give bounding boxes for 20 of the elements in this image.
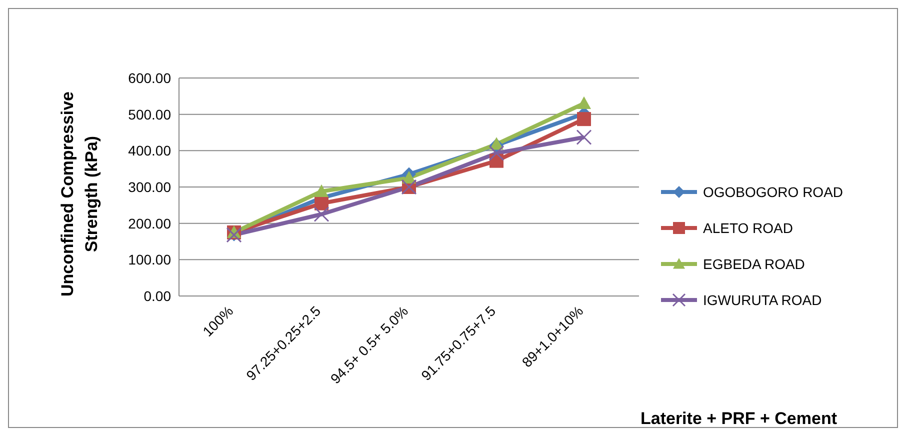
y-tick-label: 300.00 — [128, 178, 172, 195]
y-axis-title: Unconfined Compressive Strength (kPa) — [57, 90, 102, 298]
point — [314, 184, 328, 197]
legend-label: OGOBOGORO ROAD — [703, 184, 844, 200]
x-axis-title: Laterite + PRF + Cement — [640, 409, 837, 429]
y-tick-label: 500.00 — [128, 106, 172, 122]
y-tick-label: 400.00 — [128, 142, 172, 159]
point — [577, 112, 591, 126]
point — [577, 96, 591, 110]
y-tick-label: 600.00 — [128, 70, 172, 86]
y-tick-label: 100.00 — [128, 252, 172, 268]
point — [314, 196, 328, 210]
point — [576, 129, 592, 145]
y-tick-label: 200.00 — [128, 215, 172, 232]
legend-label: EGBEDA ROAD — [703, 256, 805, 272]
point — [314, 206, 330, 222]
legend-label: ALETO ROAD — [703, 220, 793, 236]
y-tick-label: 0.00 — [144, 288, 172, 304]
point — [488, 145, 504, 161]
legend-label: IGWURUTA ROAD — [703, 292, 822, 308]
